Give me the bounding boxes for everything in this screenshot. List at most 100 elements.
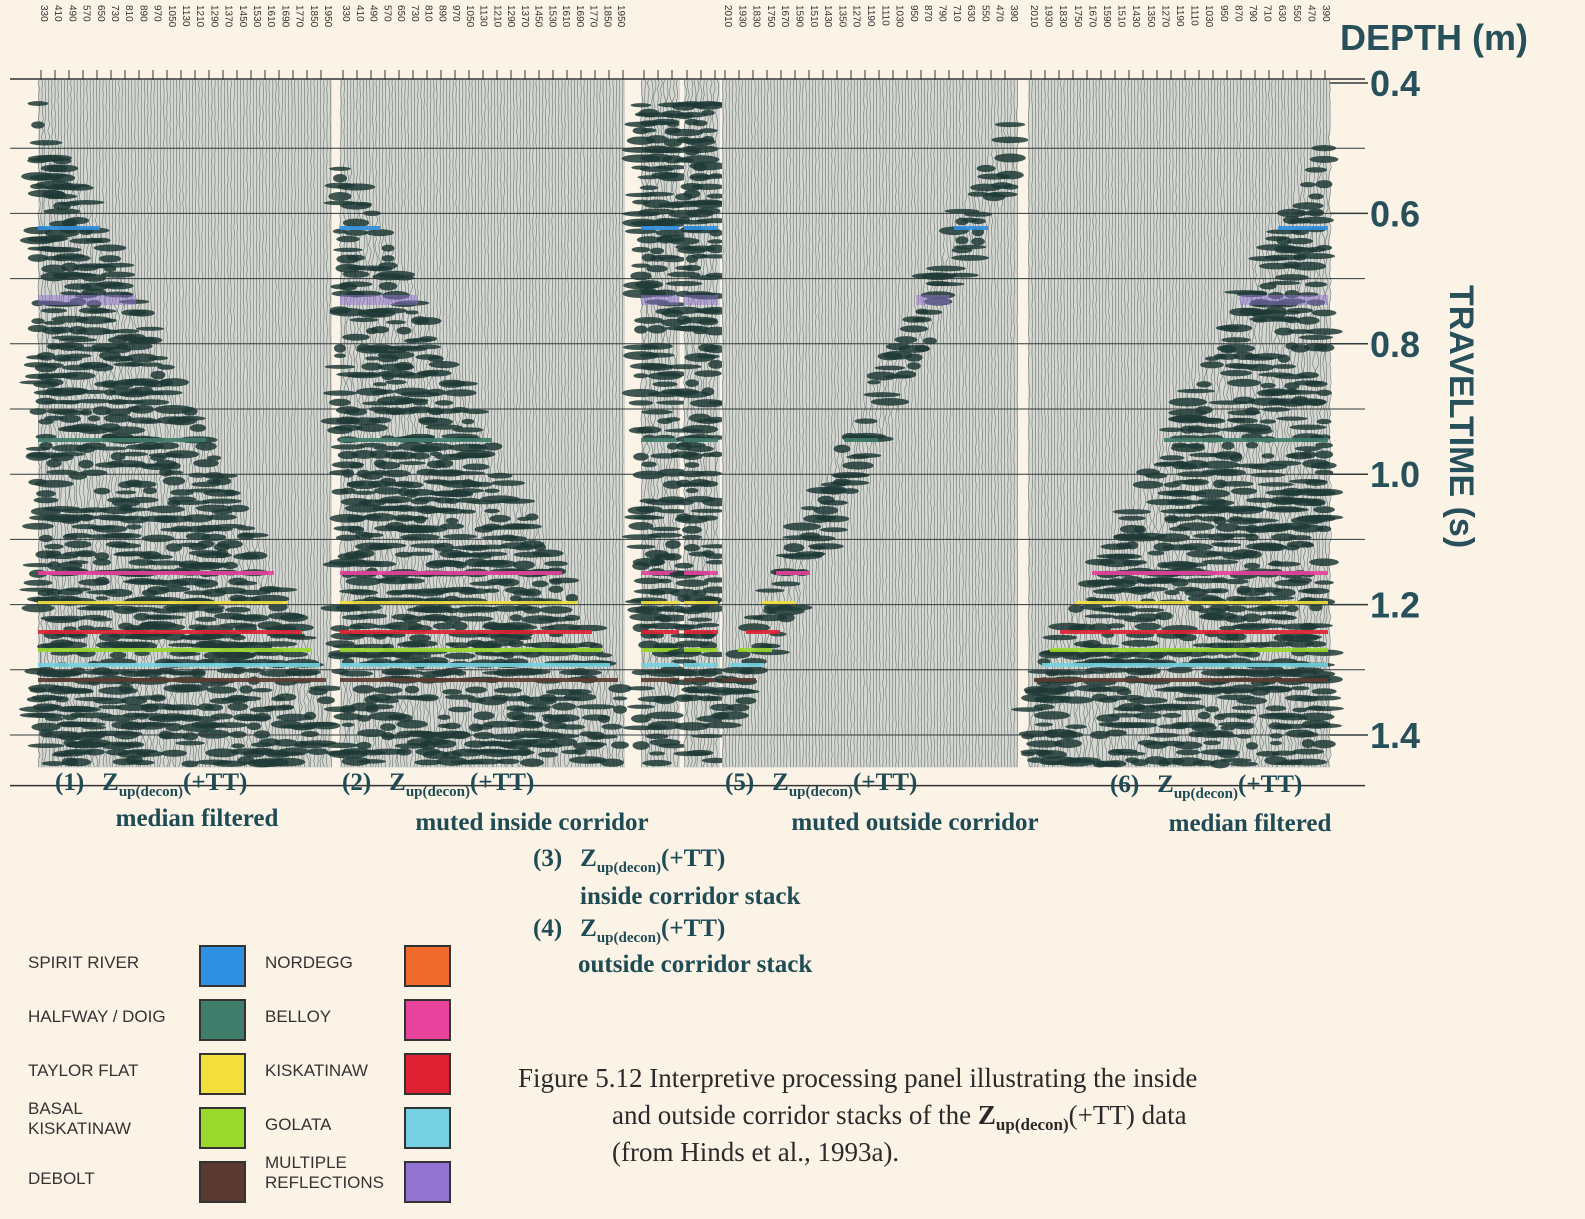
wavelet [1059, 685, 1077, 692]
wavelet [1269, 740, 1283, 746]
wavelet [239, 685, 253, 694]
wavelet [1273, 723, 1311, 729]
wavelet [211, 509, 233, 515]
wavelet [701, 109, 715, 116]
depth-label: 550 [979, 5, 990, 22]
y-tick-label: 0.4 [1370, 63, 1420, 104]
wavelet [1171, 579, 1189, 587]
wavelet [408, 634, 432, 642]
wavelet [976, 164, 996, 173]
wavelet [433, 542, 455, 552]
wavelet [626, 544, 656, 549]
wavelet [1134, 613, 1162, 621]
wavelet [681, 424, 719, 434]
wavelet [349, 622, 379, 630]
wavelet [54, 615, 86, 621]
wavelet [239, 532, 269, 538]
wavelet [142, 554, 174, 560]
trace [910, 80, 914, 768]
wavelet [550, 737, 578, 747]
trace [904, 79, 908, 768]
wavelet [842, 461, 874, 470]
wavelet [1193, 489, 1231, 499]
wavelet [307, 748, 329, 756]
wavelet [363, 513, 397, 522]
wavelet [698, 128, 718, 134]
caption-description: inside corridor stack [580, 883, 800, 910]
wavelet [381, 469, 411, 478]
wavelet [125, 731, 143, 737]
wavelet [100, 271, 136, 278]
trace [839, 79, 844, 768]
wavelet [36, 352, 56, 361]
wavelet [81, 725, 107, 730]
trace [601, 79, 606, 768]
wavelet [69, 387, 87, 396]
wavelet [573, 748, 587, 755]
wavelet [287, 635, 317, 640]
wavelet [206, 455, 222, 461]
wavelet [79, 514, 93, 522]
wavelet [690, 508, 726, 513]
wavelet [52, 157, 72, 165]
wavelet [635, 506, 663, 513]
wavelet [368, 417, 392, 424]
wavelet [445, 607, 459, 614]
wavelet [146, 615, 186, 620]
wavelet [461, 418, 475, 425]
wavelet [1314, 580, 1334, 585]
wavelet [164, 450, 200, 459]
wavelet [391, 451, 417, 460]
wavelet [1201, 559, 1239, 565]
depth-label: 1110 [879, 5, 890, 26]
trace [1033, 79, 1038, 767]
wavelet [665, 280, 703, 287]
wavelet [1080, 644, 1120, 649]
wavelet [1155, 611, 1173, 621]
depth-label: 710 [951, 5, 962, 22]
caption-number: (4) [533, 915, 562, 942]
wavelet [1026, 740, 1062, 748]
wavelet [44, 415, 64, 421]
wavelet [434, 459, 454, 468]
wavelet [109, 651, 127, 659]
wavelet [106, 426, 146, 435]
wavelet [709, 228, 723, 237]
wavelet [1265, 306, 1287, 314]
wavelet [81, 288, 107, 297]
wavelet [425, 424, 463, 430]
wavelet [230, 666, 246, 675]
depth-label: 1190 [865, 5, 876, 27]
wavelet [1247, 427, 1273, 435]
wavelet [1153, 533, 1191, 543]
wavelet [895, 370, 917, 379]
wavelet [666, 121, 680, 127]
wavelet [668, 237, 700, 245]
wavelet [398, 461, 426, 466]
trace [833, 80, 837, 768]
depth-label: 1950 [615, 5, 626, 28]
depth-label: 970 [152, 5, 163, 22]
wavelet [133, 613, 151, 621]
trace [964, 79, 968, 767]
depth-label: 890 [436, 5, 447, 22]
wavelet [324, 364, 356, 369]
wavelet [493, 687, 523, 694]
wavelet [1183, 459, 1209, 469]
wavelet [481, 442, 503, 451]
trace [884, 79, 888, 768]
wavelet [452, 427, 484, 433]
wavelet [258, 587, 298, 593]
wavelet [1121, 639, 1159, 647]
trace [804, 79, 808, 768]
wavelet [955, 236, 969, 245]
wavelet [588, 758, 604, 764]
wavelet [78, 459, 94, 469]
wavelet [613, 705, 627, 714]
caption-suffix: (+TT) [853, 769, 917, 796]
trace [827, 79, 830, 768]
caption-number: (6) [1110, 771, 1139, 798]
wavelet [657, 172, 689, 182]
wavelet [349, 589, 379, 596]
wavelet [1312, 671, 1336, 677]
